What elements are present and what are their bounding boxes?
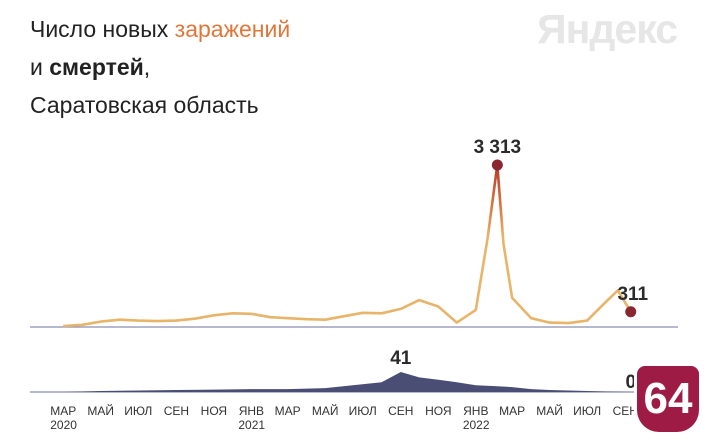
deaths-series: 41 0 — [30, 348, 678, 393]
infections-series: 3 313 311 — [30, 137, 678, 328]
x-tick-label: ИЮЛ — [124, 404, 152, 418]
infections-point — [81, 324, 83, 326]
infections-point — [487, 238, 489, 240]
title-line-1: Число новых заражений — [30, 10, 290, 48]
deaths-area — [63, 372, 631, 392]
title-line-2: и смертей, — [30, 48, 290, 86]
infections-point — [437, 306, 439, 308]
x-tick-label: МАЙ — [536, 403, 563, 418]
x-tick-label: СЕН — [388, 404, 413, 418]
x-tick-label: МАР — [275, 404, 301, 418]
infections-point — [231, 312, 233, 314]
x-tick-label: СЕН — [164, 404, 189, 418]
title-infections-word: заражений — [174, 16, 291, 42]
infections-point — [530, 317, 532, 319]
infections-point — [568, 322, 570, 324]
infections-peak-label: 3 313 — [474, 137, 522, 158]
x-tick-label: ИЮЛ — [349, 404, 377, 418]
infections-point — [194, 318, 196, 320]
infections-point — [418, 299, 420, 301]
infections-point — [475, 309, 477, 311]
infections-point — [250, 313, 252, 315]
infections-point — [213, 314, 215, 316]
infections-point — [270, 316, 272, 318]
title-line-2-prefix: и — [30, 54, 50, 80]
x-tick-label: МАЙ — [87, 403, 114, 418]
infections-point — [100, 321, 102, 323]
title-region: Саратовская область — [30, 92, 259, 118]
infections-line — [63, 163, 632, 328]
infections-point — [511, 297, 513, 299]
title-deaths-word: смертей — [49, 54, 144, 80]
infections-point — [343, 315, 345, 317]
x-tick-label: СЕН — [613, 404, 638, 418]
infections-point — [156, 320, 158, 322]
x-tick-label: МАР — [50, 404, 76, 418]
x-tick-label: МАР — [499, 404, 525, 418]
x-tick-label: МАЙ — [312, 403, 339, 418]
infections-point — [175, 320, 177, 322]
infections-point — [287, 317, 289, 319]
x-tick-year: 2021 — [238, 418, 265, 432]
infections-point — [381, 312, 383, 314]
infections-last-marker — [625, 306, 637, 318]
infections-point — [362, 312, 364, 314]
deaths-last-label: 0 — [625, 372, 636, 393]
infections-point — [119, 319, 121, 321]
infections-point — [605, 301, 607, 303]
infections-point — [400, 308, 402, 310]
infections-point — [456, 322, 458, 324]
x-tick-label: НОЯ — [425, 404, 451, 418]
infections-point — [549, 322, 551, 324]
infections-point — [306, 318, 308, 320]
infections-point — [324, 319, 326, 321]
infections-last-label: 311 — [617, 284, 648, 305]
x-tick-label: ЯНВ — [239, 404, 264, 418]
chart-title: Число новых заражений и смертей, Саратов… — [30, 10, 290, 124]
yandex-logo: Яндекс — [537, 6, 678, 52]
x-tick-year: 2020 — [50, 418, 77, 432]
infections-point — [586, 320, 588, 322]
infections-peak-marker — [491, 159, 503, 171]
infections-point — [503, 243, 505, 245]
x-tick-label: ИЮЛ — [573, 404, 601, 418]
region-64-badge: 64 — [637, 366, 699, 432]
x-tick-label: НОЯ — [201, 404, 227, 418]
infections-point — [62, 325, 64, 327]
infections-point — [137, 320, 139, 322]
x-tick-label: ЯНВ — [463, 404, 488, 418]
x-tick-year: 2022 — [463, 418, 490, 432]
title-line-1-prefix: Число новых — [30, 16, 175, 42]
deaths-peak-label: 41 — [390, 348, 412, 369]
title-line-2-suffix: , — [143, 54, 151, 80]
